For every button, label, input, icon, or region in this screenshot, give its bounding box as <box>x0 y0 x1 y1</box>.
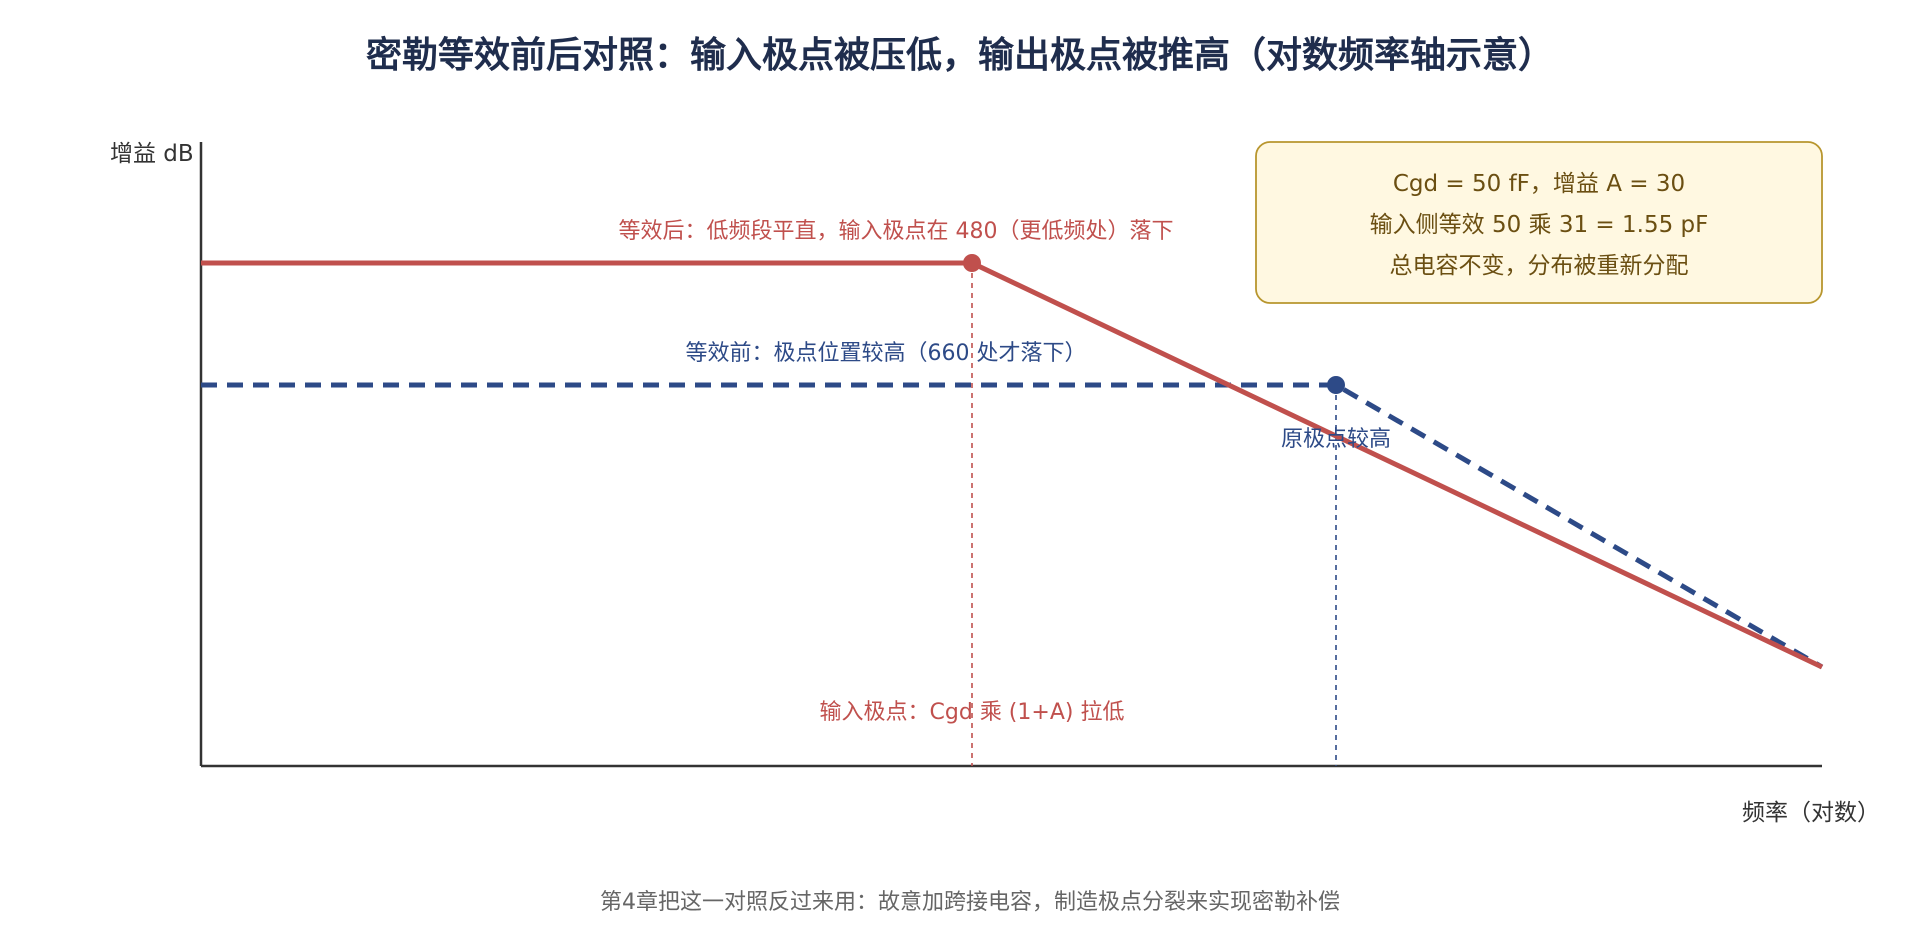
input-pole-dot <box>963 254 981 272</box>
original-pole-dot <box>1327 376 1345 394</box>
note-box <box>1255 141 1823 304</box>
after-curve <box>201 260 1824 670</box>
note-line-3: 总电容不变，分布被重新分配 <box>1390 253 1689 279</box>
bottom-caption: 第4章把这一对照反过来用：故意加跨接电容，制造极点分裂来实现密勒补偿 <box>600 890 1340 915</box>
after-curve-label: 等效后：低频段平直，输入极点在 480（更低频处）落下 <box>619 219 1174 244</box>
before-curve <box>201 382 1824 670</box>
before-curve-label: 等效前：极点位置较高（660 处才落下） <box>686 341 1087 366</box>
original-pole-label: 原极点较高 <box>1281 427 1391 452</box>
y-axis-label: 增益 dB <box>110 141 194 167</box>
x-axis-label: 频率（对数） <box>1742 800 1880 826</box>
diagram-title: 密勒等效前后对照：输入极点被压低，输出极点被推高（对数频率轴示意） <box>366 34 1554 76</box>
input-pole-label: 输入极点：Cgd 乘 (1+A) 拉低 <box>820 700 1125 725</box>
note-line-2: 输入侧等效 50 乘 31 = 1.55 pF <box>1370 212 1709 238</box>
note-line-1: Cgd = 50 fF，增益 A = 30 <box>1393 171 1685 197</box>
